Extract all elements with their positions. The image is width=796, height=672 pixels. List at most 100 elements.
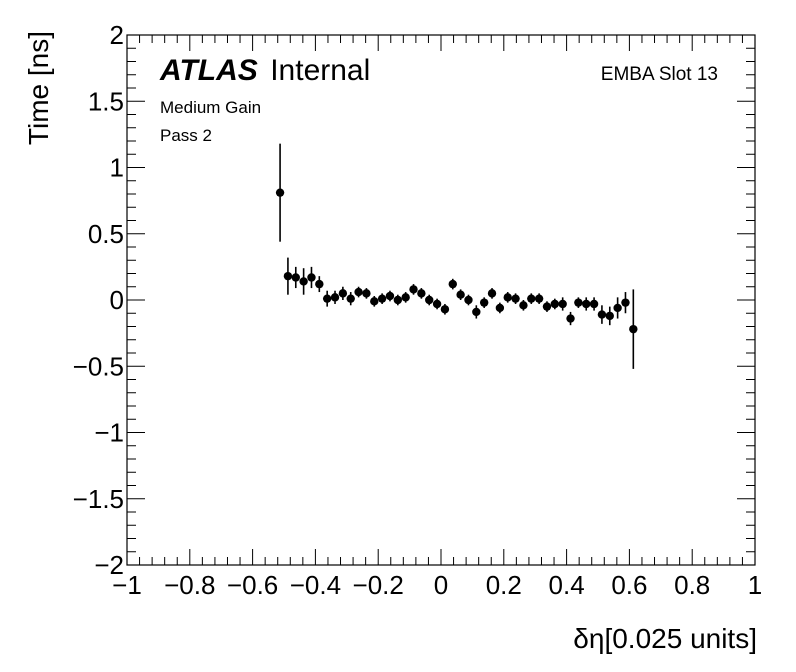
data-marker <box>401 293 410 302</box>
data-points <box>275 143 638 369</box>
data-point <box>574 297 583 308</box>
data-marker <box>346 294 355 303</box>
data-marker <box>456 290 465 299</box>
data-point <box>534 293 544 304</box>
data-marker <box>629 324 638 334</box>
data-point <box>503 292 512 303</box>
y-tick-label: −2 <box>94 550 124 580</box>
data-marker <box>621 298 630 307</box>
data-point <box>283 257 293 295</box>
data-point <box>377 293 387 304</box>
data-point <box>456 289 465 300</box>
data-marker <box>299 277 308 286</box>
data-point <box>307 266 316 289</box>
data-marker <box>487 289 497 298</box>
data-marker <box>432 299 442 309</box>
data-marker <box>409 285 418 294</box>
data-marker <box>472 307 481 317</box>
data-marker <box>322 294 332 303</box>
data-marker <box>613 303 622 313</box>
data-point <box>330 290 340 304</box>
data-point <box>542 301 552 312</box>
x-tick-label: −0.6 <box>227 570 278 600</box>
x-tick-label: −0.2 <box>353 570 404 600</box>
data-marker <box>425 295 434 305</box>
data-point <box>322 290 332 307</box>
atlas-status-label: Internal <box>270 54 370 87</box>
data-point <box>479 297 489 308</box>
data-marker <box>558 299 567 309</box>
data-point <box>495 302 505 314</box>
data-point <box>589 297 599 311</box>
data-point <box>401 292 410 303</box>
data-point <box>566 311 575 326</box>
data-point <box>621 292 630 314</box>
data-marker <box>464 295 473 305</box>
data-point <box>582 297 591 311</box>
data-point <box>393 294 403 306</box>
y-tick-label: −0.5 <box>73 351 124 381</box>
data-point <box>385 290 395 302</box>
data-point <box>511 293 520 304</box>
data-marker <box>283 271 293 281</box>
y-tick-label: 1 <box>110 153 124 183</box>
data-point <box>464 294 473 306</box>
data-point <box>338 286 348 300</box>
data-marker <box>440 305 450 314</box>
y-tick-label: −1.5 <box>73 484 124 514</box>
data-marker <box>307 273 316 282</box>
data-point <box>629 289 638 369</box>
y-axis-title: Time [ns] <box>23 31 54 145</box>
data-marker <box>393 295 403 305</box>
x-tick-label: 0.8 <box>674 570 710 600</box>
data-point <box>613 297 622 319</box>
x-tick-label: −1 <box>112 570 142 600</box>
data-marker <box>330 293 340 302</box>
data-point <box>291 266 300 289</box>
data-marker <box>291 273 300 282</box>
data-point <box>315 276 324 293</box>
data-point <box>417 288 426 299</box>
data-point <box>527 293 536 304</box>
data-point <box>425 294 434 306</box>
data-point <box>346 292 355 306</box>
data-marker <box>385 291 395 301</box>
data-marker <box>370 297 379 306</box>
data-marker <box>495 303 505 313</box>
atlas-experiment-label: ATLAS <box>159 54 258 87</box>
data-marker <box>417 289 426 298</box>
data-point <box>354 286 363 298</box>
data-point <box>487 288 497 299</box>
data-marker <box>275 188 285 197</box>
data-marker <box>519 301 528 310</box>
y-axis-ticks: −2 −1.5 −1 −0.5 0 0.5 1 1.5 2 <box>73 20 755 580</box>
data-point <box>448 278 457 290</box>
data-point <box>409 284 418 295</box>
data-point <box>519 300 528 311</box>
data-marker <box>542 302 552 311</box>
data-marker <box>511 294 520 303</box>
gain-label: Medium Gain <box>160 98 261 117</box>
data-marker <box>479 298 489 307</box>
data-point <box>362 288 371 299</box>
data-point <box>275 143 285 242</box>
y-tick-label: 2 <box>110 20 124 50</box>
data-marker <box>605 311 614 321</box>
data-point <box>550 298 560 310</box>
data-marker <box>338 289 348 298</box>
y-tick-label: 0.5 <box>88 219 124 249</box>
data-point <box>432 298 442 310</box>
data-marker <box>574 298 583 307</box>
x-axis-ticks: −1 −0.8 −0.6 −0.4 −0.2 0 0.2 0.4 0.6 0.8 1 <box>112 35 762 600</box>
x-tick-label: 0.6 <box>611 570 647 600</box>
x-tick-label: −0.4 <box>290 570 341 600</box>
data-marker <box>534 294 544 303</box>
data-marker <box>566 314 575 323</box>
atlas-label: ATLAS Internal <box>159 54 370 87</box>
data-marker <box>362 289 371 298</box>
data-point <box>370 296 379 307</box>
y-tick-label: 0 <box>110 285 124 315</box>
x-tick-label: −0.8 <box>164 570 215 600</box>
data-marker <box>550 299 560 309</box>
